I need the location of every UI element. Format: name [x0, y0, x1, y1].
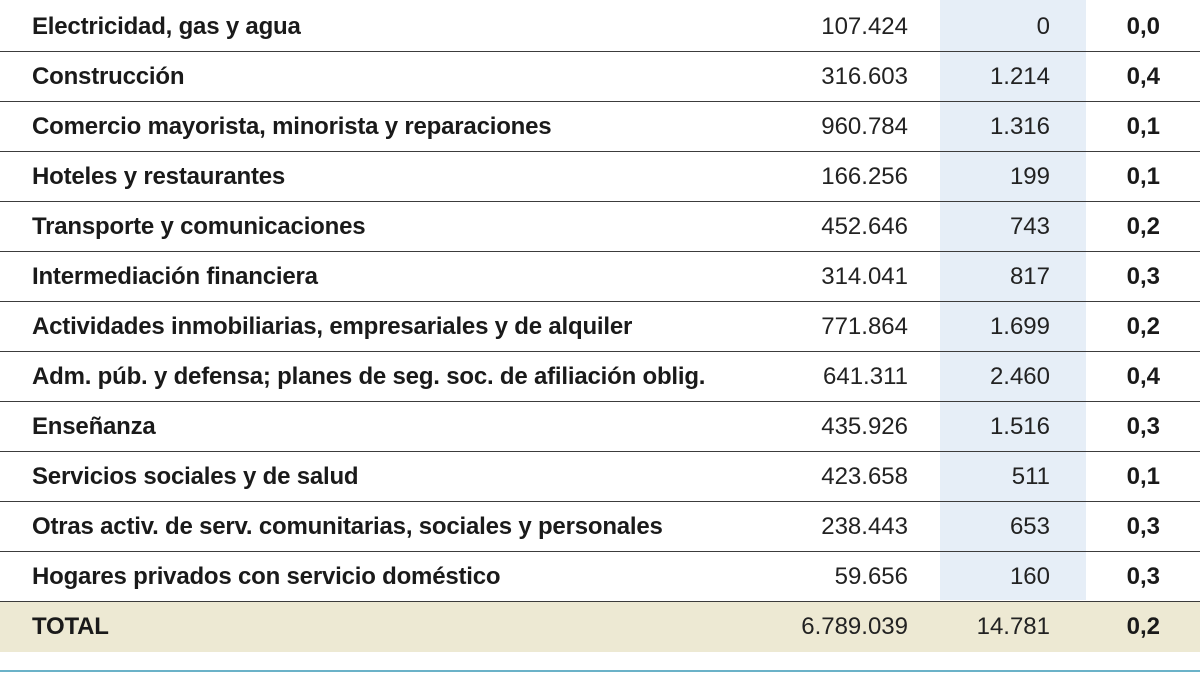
workers-value: 960.784 [821, 113, 908, 140]
table-row: Electricidad, gas y agua 107.424 0 0,0 [0, 2, 1200, 52]
sector-label: Enseñanza [32, 413, 156, 440]
affected-value: 817 [1009, 263, 1050, 290]
sector-label: Adm. púb. y defensa; planes de seg. soc.… [32, 363, 706, 390]
bottom-rule [0, 670, 1200, 672]
workers-value: 59.656 [834, 563, 908, 590]
workers-value: 238.443 [821, 513, 908, 540]
affected-value: 743 [1009, 213, 1050, 240]
sector-label: Transporte y comunicaciones [32, 213, 366, 240]
table-row: Adm. púb. y defensa; planes de seg. soc.… [0, 352, 1200, 402]
table-row: Actividades inmobiliarias, empresariales… [0, 302, 1200, 352]
percentage-value: 0,3 [1126, 513, 1160, 540]
percentage-value: 0,3 [1126, 263, 1160, 290]
affected-value: 653 [1009, 513, 1050, 540]
sector-label: Hoteles y restaurantes [32, 163, 286, 190]
affected-value: 2.460 [989, 363, 1050, 390]
workers-value: 166.256 [821, 163, 908, 190]
affected-value: 14.781 [976, 613, 1050, 640]
table-row: Enseñanza 435.926 1.516 0,3 [0, 402, 1200, 452]
percentage-value: 0,1 [1126, 113, 1160, 140]
percentage-value: 0,4 [1126, 63, 1160, 90]
workers-value: 6.789.039 [801, 613, 908, 640]
percentage-value: 0,3 [1126, 413, 1160, 440]
table-row: Transporte y comunicaciones 452.646 743 0,2 [0, 202, 1200, 252]
affected-value: 199 [1009, 163, 1050, 190]
percentage-value: 0,1 [1126, 463, 1160, 490]
percentage-value: 0,3 [1126, 563, 1160, 590]
workers-value: 423.658 [821, 463, 908, 490]
highlight-column [940, 0, 1086, 600]
sector-label: Comercio mayorista, minorista y reparaci… [32, 113, 552, 140]
sector-label: Hogares privados con servicio doméstico [32, 563, 501, 590]
percentage-value: 0,0 [1126, 13, 1160, 40]
sector-label: TOTAL [32, 613, 109, 640]
workers-value: 107.424 [821, 13, 908, 40]
table-row: Servicios sociales y de salud 423.658 511 0… [0, 452, 1200, 502]
affected-value: 0 [1036, 13, 1050, 40]
workers-value: 771.864 [821, 313, 908, 340]
sector-label: Electricidad, gas y agua [32, 13, 301, 40]
total-row: TOTAL 6.789.039 14.781 0,2 [0, 602, 1200, 652]
table-row: Hogares privados con servicio doméstico 5… [0, 552, 1200, 602]
workers-value: 314.041 [821, 263, 908, 290]
workers-value: 316.603 [821, 63, 908, 90]
workers-value: 452.646 [821, 213, 908, 240]
percentage-value: 0,4 [1126, 363, 1160, 390]
sector-label: Actividades inmobiliarias, empresariales… [32, 313, 633, 340]
table-row: Otras activ. de serv. comunitarias, soci… [0, 502, 1200, 552]
affected-value: 1.516 [989, 413, 1050, 440]
table-row: Construcción 316.603 1.214 0,4 [0, 52, 1200, 102]
affected-value: 1.214 [989, 63, 1050, 90]
percentage-value: 0,2 [1126, 613, 1160, 640]
sector-label: Servicios sociales y de salud [32, 463, 359, 490]
table-row: Hoteles y restaurantes 166.256 199 0,1 [0, 152, 1200, 202]
workers-value: 435.926 [821, 413, 908, 440]
affected-value: 1.699 [989, 313, 1050, 340]
sector-label: Intermediación financiera [32, 263, 318, 290]
affected-value: 1.316 [989, 113, 1050, 140]
workers-value: 641.311 [823, 363, 908, 390]
sector-label: Otras activ. de serv. comunitarias, soci… [32, 513, 663, 540]
affected-value: 160 [1009, 563, 1050, 590]
percentage-value: 0,1 [1126, 163, 1160, 190]
sector-label: Construcción [32, 63, 185, 90]
table-row: Comercio mayorista, minorista y reparaci… [0, 102, 1200, 152]
affected-value: 511 [1011, 463, 1050, 490]
percentage-value: 0,2 [1126, 313, 1160, 340]
percentage-value: 0,2 [1126, 213, 1160, 240]
table-row: Intermediación financiera 314.041 817 0,3 [0, 252, 1200, 302]
